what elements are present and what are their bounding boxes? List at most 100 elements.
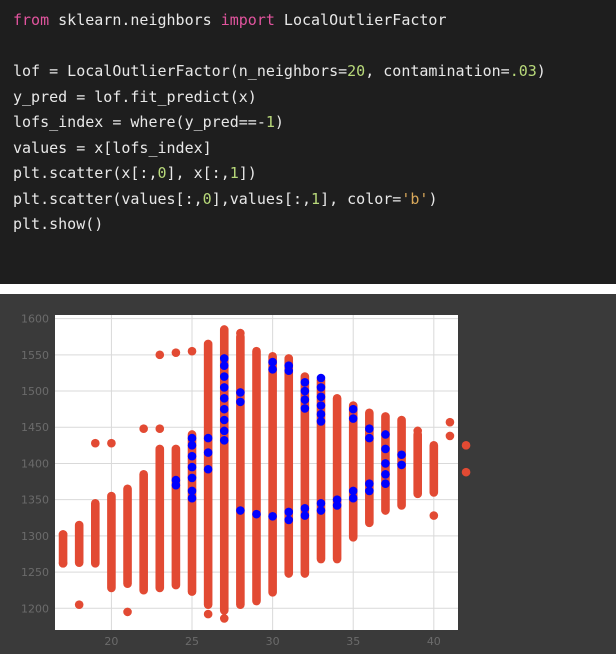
- inlier-column: [268, 351, 277, 597]
- y-tick-label: 1350: [21, 494, 49, 507]
- code-token: sklearn.neighbors: [49, 11, 221, 29]
- scatter-plot: 20 25 30 35 40 1200 1250 1300 1350 1400 1450 1500 15…: [21, 313, 471, 648]
- outlier-point: [236, 397, 245, 407]
- code-token: ]): [238, 164, 257, 182]
- inlier-column: [348, 401, 358, 542]
- code-token: lofs_index = where(y_pred==-: [13, 113, 266, 131]
- outlier-point: [316, 373, 326, 383]
- outlier-point: [268, 365, 277, 374]
- inlier-column: [155, 444, 165, 593]
- outlier-point: [203, 448, 213, 457]
- inlier-point: [58, 530, 68, 539]
- outlier-point: [381, 444, 390, 454]
- outlier-point: [381, 479, 390, 489]
- code-token: ], x[:,: [166, 164, 230, 182]
- code-line: lofs_index = where(y_pred==-1): [13, 110, 616, 136]
- y-tick-label: 1500: [21, 385, 49, 398]
- outlier-point: [171, 480, 181, 490]
- inlier-column: [413, 430, 422, 499]
- inlier-point: [171, 348, 181, 357]
- code-token: 1: [265, 113, 275, 131]
- outlier-point: [316, 392, 326, 402]
- code-token: ): [536, 62, 546, 80]
- code-token: values = x[lofs_index]: [13, 138, 212, 157]
- inlier-column: [236, 332, 245, 609]
- outlier-point: [316, 383, 326, 392]
- inlier-point: [445, 417, 455, 427]
- output-cell: 20 25 30 35 40 1200 1250 1300 1350 1400 1450 1500 15…: [0, 294, 616, 654]
- code-line: values = x[lofs_index]: [13, 136, 616, 162]
- y-tick-label: 1400: [21, 457, 49, 470]
- outlier-point: [381, 470, 390, 479]
- inlier-column: [58, 530, 68, 568]
- inlier-point: [429, 511, 439, 520]
- code-token: plt.scatter(x[:,: [13, 164, 158, 182]
- outlier-point: [316, 401, 326, 410]
- code-line: lof = LocalOutlierFactor(n_neighbors=20,…: [13, 59, 616, 85]
- outlier-point: [219, 415, 229, 425]
- outlier-point: [187, 473, 197, 483]
- outlier-point: [219, 361, 229, 370]
- code-token: 1: [311, 189, 321, 208]
- code-token: 0: [202, 189, 212, 208]
- outlier-point: [219, 435, 229, 445]
- code-token: ): [428, 189, 438, 208]
- code-token: .03: [509, 62, 537, 80]
- outlier-point: [268, 512, 277, 521]
- y-tick-label: 1450: [21, 421, 49, 434]
- outlier-point: [381, 430, 390, 439]
- code-token: ): [274, 113, 284, 131]
- cell-separator: [0, 284, 616, 294]
- code-token: 0: [157, 164, 167, 182]
- outlier-point: [284, 507, 294, 517]
- outlier-point: [219, 426, 229, 436]
- outlier-point: [332, 501, 342, 510]
- code-token: 20: [347, 62, 366, 80]
- y-tick-label: 1550: [21, 349, 49, 362]
- inlier-point: [91, 438, 100, 448]
- inlier-column: [332, 393, 342, 564]
- inlier-column: [252, 346, 261, 606]
- y-tick-label: 1300: [21, 530, 49, 543]
- inlier-column: [123, 484, 132, 588]
- code-line: [13, 34, 616, 60]
- inlier-point: [219, 614, 229, 623]
- inlier-point: [58, 559, 68, 568]
- outlier-point: [187, 493, 197, 503]
- inlier-column: [187, 430, 197, 596]
- outlier-point: [219, 383, 229, 392]
- outlier-point: [203, 433, 213, 443]
- outlier-point: [284, 366, 294, 376]
- code-cell[interactable]: from sklearn.neighbors import LocalOutli…: [0, 0, 616, 284]
- inlier-column: [203, 339, 213, 609]
- code-line: plt.show(): [13, 212, 616, 238]
- inlier-column: [74, 520, 84, 567]
- inlier-point: [123, 607, 132, 617]
- inlier-point: [236, 328, 245, 338]
- outlier-point: [365, 486, 374, 496]
- inlier-column: [171, 444, 181, 590]
- code-token: 'b': [401, 189, 429, 208]
- code-token: import: [220, 11, 275, 29]
- inlier-column: [429, 441, 439, 497]
- code-token: y_pred = lof.fit_predict(x): [13, 87, 257, 106]
- x-tick-label: 30: [266, 635, 280, 648]
- code-token: lof = LocalOutlierFactor(n_neighbors=: [13, 62, 348, 80]
- code-token: 1: [229, 164, 239, 182]
- code-token: LocalOutlierFactor: [274, 11, 447, 29]
- code-line: plt.scatter(x[:,0], x[:,1]): [13, 161, 616, 187]
- code-token: ], color=: [320, 189, 402, 208]
- outlier-point: [397, 460, 406, 470]
- y-tick-label: 1250: [21, 566, 49, 579]
- outlier-point: [268, 357, 277, 367]
- outlier-point: [219, 393, 229, 403]
- outlier-point: [187, 486, 197, 496]
- code-token: ],values[:,: [211, 189, 312, 208]
- outlier-point: [316, 498, 326, 508]
- x-tick-label: 20: [104, 635, 118, 648]
- code-line: from sklearn.neighbors import LocalOutli…: [13, 8, 616, 34]
- inlier-column: [300, 372, 310, 578]
- inlier-column: [107, 491, 116, 593]
- outlier-point: [219, 404, 229, 414]
- x-tick-label: 25: [185, 635, 199, 648]
